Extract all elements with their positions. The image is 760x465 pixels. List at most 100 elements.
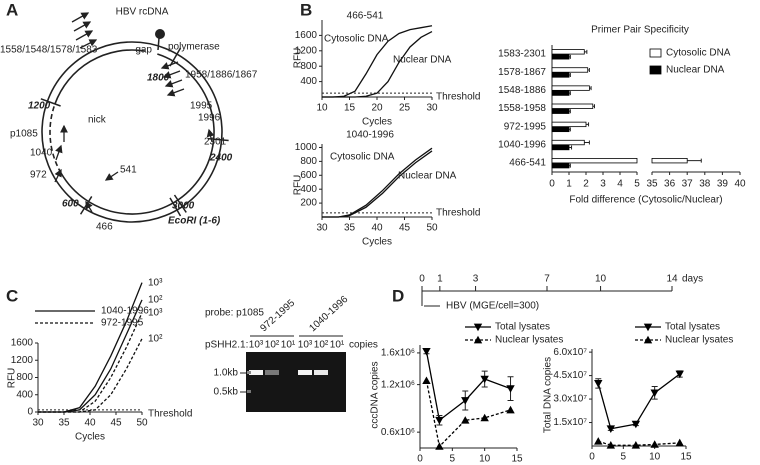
plasmid-diagram [41,12,223,223]
marker [606,425,615,433]
polymerase [155,29,165,39]
gel-band [247,371,251,374]
marker [631,441,641,449]
position-tick [79,196,93,215]
marker [650,389,659,398]
legend-label: Nuclear lysates [665,335,733,346]
diagram-label: 1996 [198,113,221,124]
y-tick-label: 1.6x10⁶ [381,348,415,359]
panel-label: A [6,0,18,19]
ecori-site [169,197,182,217]
y-axis-label: Total DNA copies [543,357,554,433]
bar [551,121,587,128]
legend-swatch [649,65,662,75]
panel-label: D [392,286,404,305]
x-tick-label: 5 [450,454,456,465]
lane-label: 10² [265,340,280,351]
series-line [322,30,433,98]
threshold-label: Threshold [436,208,480,219]
marker [675,370,684,379]
x-axis-label: Fold difference (Cytosolic/Nuclear) [569,195,722,206]
diagram-title: HBV rcDNA [116,7,169,18]
x-tick-label: 20 [371,103,383,114]
marker [480,413,489,422]
marker [473,323,483,332]
timeline-unit: days [682,274,703,285]
y-tick-label: 972-1995 [504,121,547,132]
gel-label: copies [349,340,378,351]
timeline-label: 10 [595,274,607,285]
y-tick-label: 1578-1867 [498,67,546,78]
size-marker: 1.0kb [214,368,239,379]
x-tick-label: 35 [344,223,356,234]
gel-band [314,370,328,375]
series-label: Nuclear DNA [393,55,452,66]
x-tick-label: 0 [589,452,595,463]
inner-strand [60,53,215,215]
marker [435,416,444,425]
error-bar [569,163,571,168]
diagram-label: 1558/1548/1578/1583 [0,45,98,56]
legend-label: Nuclear lysates [495,335,563,346]
x-tick-label: 40 [734,179,746,190]
error-bar [569,91,571,96]
gel-band [249,370,263,375]
x-tick-label: 3 [600,179,606,190]
position-tick [207,137,229,142]
error-bar [569,145,573,150]
y-tick-label: 1040-1996 [498,139,546,150]
diagram-label: 2400 [209,153,233,164]
x-tick-label: 30 [32,418,44,429]
bar [651,158,688,164]
y-axis-label: RFU [7,368,18,389]
gel-band [298,370,312,375]
y-axis-label: RFU [293,48,304,69]
y-tick-label: 1.5x10⁷ [553,417,587,428]
marker [480,375,489,384]
y-axis-label: RFU [293,175,304,196]
y-tick-label: 3.0x10⁷ [553,394,587,405]
y-tick-label: 1000 [295,142,318,153]
y-tick-label: 200 [300,198,317,209]
diagram-label: 541 [120,165,137,176]
y-tick-label: 800 [300,61,317,72]
error-bar [587,67,590,72]
x-tick-label: 0 [549,179,555,190]
series-label: Cytosolic DNA [330,152,395,163]
diagram-label: 2301 [204,137,227,148]
x-tick-label: 25 [399,103,411,114]
lane-label: 10³ [249,340,264,351]
bar [551,85,590,91]
legend-label: 972-1995 [101,318,144,329]
timeline-label: 7 [544,274,550,285]
outer-strand [41,41,223,223]
y-tick-label: 400 [300,184,317,195]
x-tick-label: 1 [566,179,572,190]
timeline-label: 3 [473,274,479,285]
x-tick-label: 37 [682,179,694,190]
error-bar [589,86,592,91]
size-marker: 0.5kb [214,387,239,398]
x-tick-label: 15 [344,103,356,114]
ecori-site [173,194,187,213]
y-tick-label: 1548-1886 [498,85,546,96]
y-tick-label: 800 [300,156,317,167]
y-tick-label: 600 [300,170,317,181]
gel-label: pSHH2.1: [205,340,248,351]
x-tick-label: 45 [399,223,411,234]
legend-label: Cytosolic DNA [666,48,731,59]
legend-label: 1040-1996 [101,306,149,317]
bar [551,158,638,164]
inner-strand [54,49,145,105]
series-label: 10³ [148,307,163,318]
x-tick-label: 36 [664,179,676,190]
y-tick-label: 1200 [11,355,34,366]
marker [594,437,603,445]
x-tick-label: 30 [426,103,438,114]
x-axis-label: Cycles [362,117,392,128]
diagram-label: 1958/1886/1867 [185,70,258,81]
marker [435,442,444,450]
diagram-label: gap [135,45,152,56]
chart-title: 466-541 [347,11,384,22]
bar [551,49,585,55]
